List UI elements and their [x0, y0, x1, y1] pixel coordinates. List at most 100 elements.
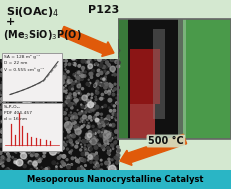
Circle shape	[103, 137, 106, 139]
Circle shape	[21, 101, 24, 103]
Circle shape	[44, 121, 48, 125]
FancyArrow shape	[120, 134, 187, 165]
Circle shape	[51, 59, 54, 62]
Circle shape	[53, 80, 56, 84]
Circle shape	[106, 137, 109, 140]
Circle shape	[82, 115, 86, 119]
Bar	[118, 19, 231, 139]
Circle shape	[55, 111, 57, 113]
Circle shape	[40, 85, 48, 93]
Circle shape	[35, 55, 36, 56]
Circle shape	[55, 52, 57, 53]
Circle shape	[70, 127, 71, 128]
Circle shape	[72, 119, 74, 122]
Circle shape	[15, 50, 16, 51]
Circle shape	[28, 59, 33, 63]
Circle shape	[33, 56, 36, 59]
Circle shape	[105, 161, 108, 165]
Circle shape	[117, 54, 118, 56]
Bar	[128, 19, 183, 139]
Circle shape	[76, 60, 77, 61]
Circle shape	[35, 129, 38, 132]
Circle shape	[6, 142, 7, 143]
Circle shape	[67, 164, 70, 167]
Circle shape	[13, 128, 14, 129]
Circle shape	[9, 82, 11, 85]
Circle shape	[72, 53, 74, 55]
Circle shape	[65, 69, 66, 70]
Circle shape	[73, 116, 75, 118]
Circle shape	[25, 136, 31, 142]
Circle shape	[87, 137, 90, 140]
Circle shape	[5, 94, 6, 95]
Circle shape	[70, 39, 74, 42]
Circle shape	[22, 73, 25, 76]
Circle shape	[39, 105, 41, 108]
Circle shape	[27, 162, 29, 163]
Circle shape	[35, 154, 38, 156]
Circle shape	[81, 111, 84, 114]
Circle shape	[30, 76, 33, 79]
Circle shape	[54, 135, 56, 137]
Circle shape	[105, 120, 108, 123]
Circle shape	[44, 54, 45, 55]
Circle shape	[46, 109, 47, 111]
Circle shape	[74, 102, 76, 104]
Circle shape	[5, 78, 6, 79]
Circle shape	[28, 143, 32, 146]
Circle shape	[20, 124, 22, 126]
Circle shape	[100, 97, 103, 100]
Circle shape	[23, 79, 24, 81]
Circle shape	[116, 161, 119, 164]
Circle shape	[88, 144, 91, 148]
Circle shape	[24, 42, 26, 44]
Circle shape	[47, 49, 51, 53]
Circle shape	[49, 128, 50, 129]
Circle shape	[9, 70, 11, 73]
Circle shape	[50, 90, 54, 93]
Circle shape	[29, 111, 31, 113]
Circle shape	[69, 95, 70, 96]
Circle shape	[72, 144, 73, 145]
Circle shape	[54, 117, 55, 118]
Circle shape	[64, 73, 66, 75]
Circle shape	[14, 122, 16, 124]
Circle shape	[58, 40, 59, 41]
Circle shape	[106, 47, 107, 48]
Circle shape	[6, 119, 10, 122]
Circle shape	[67, 70, 69, 73]
Circle shape	[104, 86, 107, 89]
Bar	[118, 19, 231, 139]
Circle shape	[95, 163, 99, 167]
Circle shape	[70, 135, 71, 136]
Circle shape	[69, 96, 72, 99]
Circle shape	[14, 64, 17, 67]
Circle shape	[87, 99, 89, 102]
Circle shape	[48, 95, 50, 98]
Circle shape	[7, 100, 9, 102]
Circle shape	[111, 138, 113, 139]
Circle shape	[80, 55, 83, 58]
Circle shape	[45, 168, 48, 170]
Circle shape	[3, 59, 6, 62]
Circle shape	[51, 53, 53, 55]
Circle shape	[63, 59, 65, 61]
Circle shape	[100, 119, 103, 122]
Circle shape	[82, 42, 83, 43]
Circle shape	[108, 98, 112, 102]
Circle shape	[41, 40, 43, 43]
Circle shape	[6, 42, 9, 45]
Circle shape	[79, 50, 82, 53]
Circle shape	[43, 98, 46, 101]
Circle shape	[20, 148, 25, 153]
Circle shape	[4, 138, 7, 141]
Circle shape	[60, 149, 61, 150]
Circle shape	[0, 144, 2, 147]
Circle shape	[7, 83, 10, 86]
Circle shape	[110, 39, 112, 40]
Circle shape	[91, 110, 92, 111]
Circle shape	[26, 58, 27, 59]
Circle shape	[94, 84, 95, 86]
Circle shape	[110, 124, 111, 126]
Circle shape	[36, 133, 39, 136]
